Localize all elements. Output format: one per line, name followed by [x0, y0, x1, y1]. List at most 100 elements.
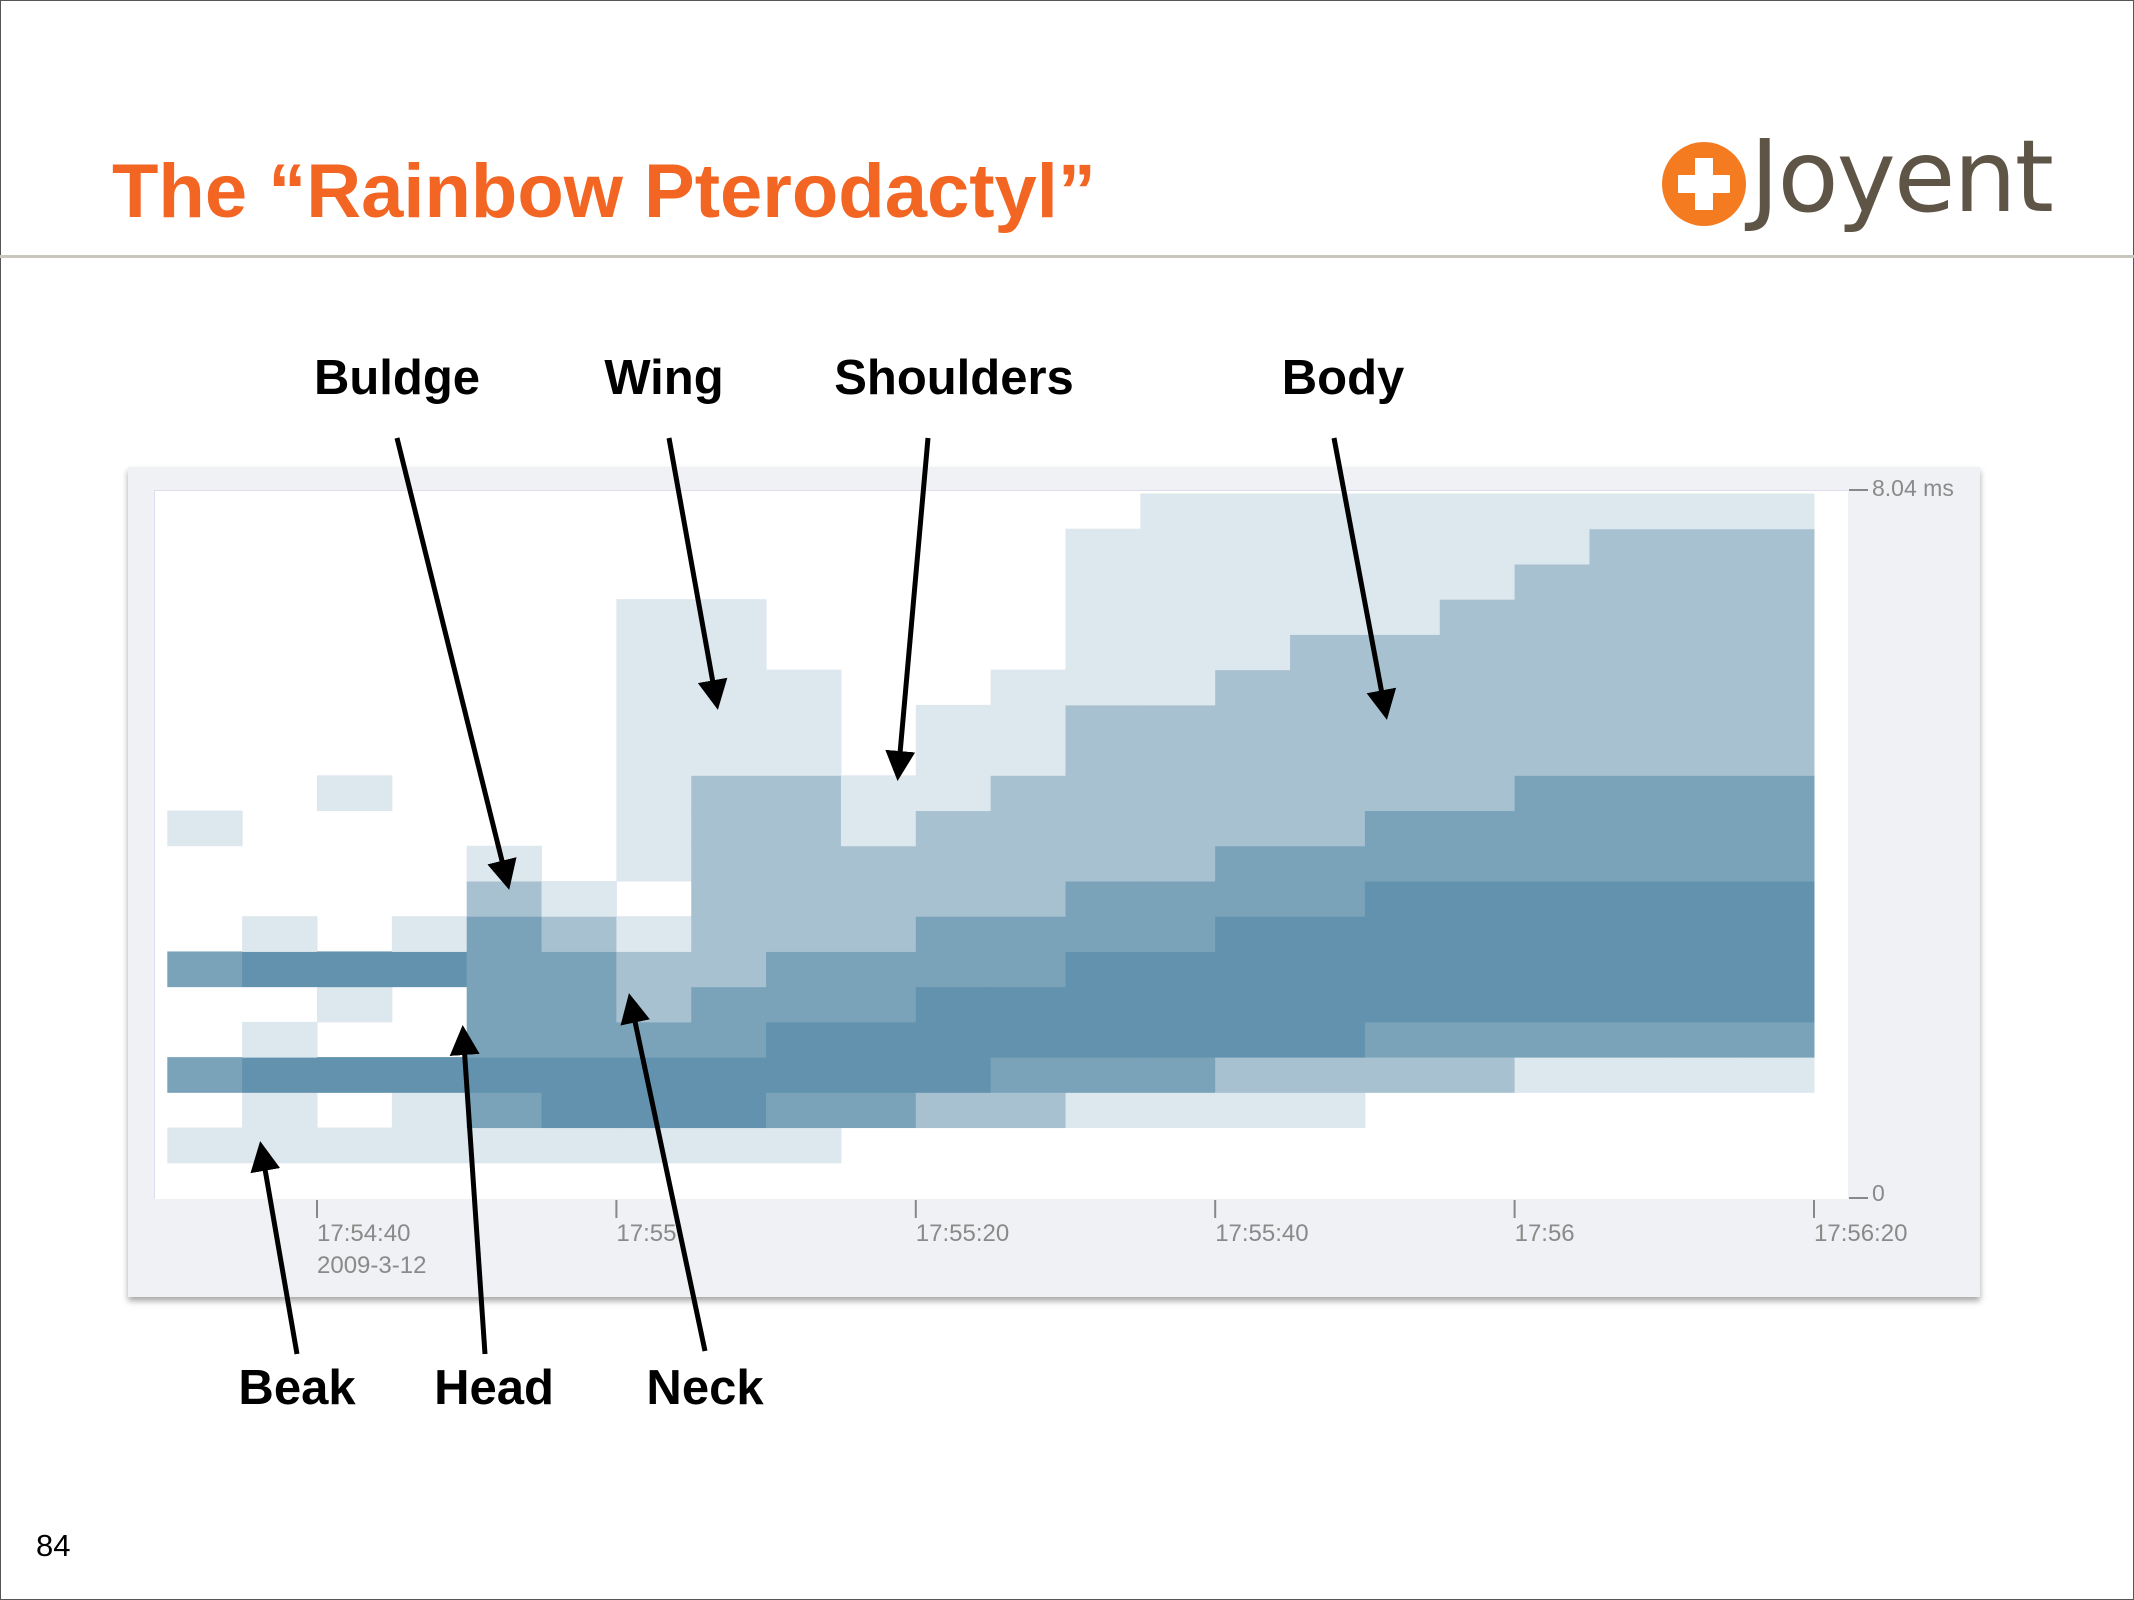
heatmap-cell — [1664, 986, 1740, 1023]
heatmap-cell — [1065, 669, 1141, 706]
heatmap-cell — [1739, 528, 1815, 565]
heatmap-cell — [1140, 951, 1216, 988]
heatmap-cell — [990, 810, 1066, 847]
heatmap-cell — [1514, 810, 1590, 847]
heatmap-cell — [1664, 880, 1740, 917]
heatmap-cell — [1290, 880, 1366, 917]
heatmap-cell — [1140, 528, 1216, 565]
heatmap-cell — [1739, 599, 1815, 635]
heatmap-cell — [1589, 986, 1665, 1023]
x-date-label: 2009-3-12 — [317, 1252, 427, 1279]
heatmap-cell — [1140, 916, 1216, 952]
heatmap-cell — [840, 775, 917, 812]
heatmap-cell — [616, 810, 692, 847]
heatmap-cell — [1065, 599, 1141, 635]
heatmap-cell — [1439, 493, 1516, 530]
heatmap-cell — [1065, 1092, 1141, 1129]
heatmap-cell — [1215, 1021, 1291, 1058]
heatmap-cell — [990, 1057, 1066, 1093]
heatmap-cell — [691, 775, 767, 812]
heatmap-cell — [616, 845, 692, 882]
heatmap-cell — [616, 1021, 692, 1058]
heatmap-cell — [1140, 845, 1216, 882]
plus-icon — [1662, 142, 1746, 226]
heatmap-cell — [1589, 740, 1665, 776]
heatmap-cell — [466, 880, 543, 917]
heatmap-cell — [1215, 1092, 1291, 1129]
heatmap-cell — [1065, 880, 1141, 917]
heatmap-cell — [1664, 951, 1740, 988]
heatmap-cell — [1739, 810, 1815, 847]
heatmap-cell — [1739, 563, 1815, 600]
heatmap-cell — [1215, 845, 1291, 882]
heatmap-cell — [1215, 599, 1291, 635]
heatmap-cell — [1215, 1057, 1291, 1093]
heatmap-cell — [1439, 704, 1516, 741]
heatmap-cell — [1290, 740, 1366, 776]
heatmap-cell — [766, 916, 842, 952]
heatmap-cell — [766, 704, 842, 741]
heatmap-cell — [766, 880, 842, 917]
heatmap-cell — [1439, 528, 1516, 565]
heatmap-cell — [1364, 880, 1441, 917]
heatmap-cell — [1439, 1021, 1516, 1058]
heatmap-cell — [1739, 951, 1815, 988]
heatmap-cell — [242, 1127, 318, 1164]
heatmap-cell — [1290, 669, 1366, 706]
heatmap-cell — [466, 1057, 543, 1093]
heatmap-cell — [466, 1092, 543, 1129]
heatmap-cell — [1215, 493, 1291, 530]
heatmap-cell — [691, 1127, 767, 1164]
heatmap-cell — [1065, 775, 1141, 812]
heatmap-cell — [915, 704, 992, 741]
heatmap-cell — [840, 810, 917, 847]
heatmap-cell — [990, 669, 1066, 706]
heatmap-cell — [1290, 1057, 1366, 1093]
heatmap-cell — [915, 845, 992, 882]
heatmap-cell — [1589, 880, 1665, 917]
heatmap-cell — [1664, 634, 1740, 671]
heatmap-cell — [1589, 845, 1665, 882]
heatmap-cell — [616, 951, 692, 988]
heatmap-cell — [317, 775, 393, 812]
heatmap-cell — [766, 740, 842, 776]
heatmap-cell — [242, 1021, 318, 1058]
arrow-head-icon — [449, 1025, 488, 1355]
heatmap-cell — [167, 1127, 243, 1164]
heatmap-cell — [990, 986, 1066, 1023]
heatmap-cell — [1514, 1057, 1590, 1093]
y-tick-max: 8.04 ms — [1872, 475, 1954, 501]
heatmap-cell — [1589, 528, 1665, 565]
heatmap-cell — [317, 951, 393, 988]
heatmap-cell — [1215, 563, 1291, 600]
heatmap-cell — [1589, 563, 1665, 600]
heatmap-cell — [1664, 1021, 1740, 1058]
heatmap-cell — [1514, 880, 1590, 917]
heatmap-cell — [1364, 740, 1441, 776]
heatmap-cell — [1514, 845, 1590, 882]
x-tick-label: 17:54:40 — [317, 1220, 411, 1247]
heatmap-cell — [691, 669, 767, 706]
heatmap-cell — [990, 951, 1066, 988]
heatmap-cell — [317, 1057, 393, 1093]
heatmap-cell — [541, 1057, 617, 1093]
heatmap-cell — [1065, 528, 1141, 565]
heatmap-cell — [1589, 634, 1665, 671]
heatmap-cell — [1514, 704, 1590, 741]
heatmap-cell — [1215, 634, 1291, 671]
heatmap-cell — [915, 880, 992, 917]
heatmap-cell — [691, 880, 767, 917]
heatmap-cell — [1664, 563, 1740, 600]
heatmap-cell — [1215, 528, 1291, 565]
heatmap-cell — [840, 880, 917, 917]
heatmap-cell — [1514, 528, 1590, 565]
heatmap-cell — [1065, 916, 1141, 952]
heatmap-cell — [1215, 669, 1291, 706]
heatmap-cell — [1140, 775, 1216, 812]
x-tick-label: 17:55:20 — [915, 1220, 1010, 1247]
heatmap-cell — [1215, 880, 1291, 917]
heatmap-cell — [990, 845, 1066, 882]
heatmap-cell — [466, 916, 543, 952]
heatmap-cell — [1664, 704, 1740, 741]
heatmap-cell — [990, 1021, 1066, 1058]
